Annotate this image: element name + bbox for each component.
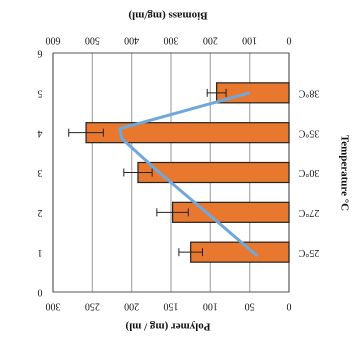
- biomass-tick-label: 500: [85, 35, 100, 46]
- polymer-tick-label: 50: [245, 301, 255, 312]
- bar-2: [171, 201, 290, 223]
- category-label: 27°C: [298, 207, 319, 218]
- polymer-axis-title: Polymer (mg / ml): [125, 320, 210, 332]
- position-tick-label: 2: [38, 207, 43, 218]
- polymer-tick-label: 250: [85, 301, 100, 312]
- biomass-tick-label: 600: [46, 35, 61, 46]
- category-label: 30°C: [298, 167, 319, 178]
- biomass-tick-label: 0: [287, 35, 292, 46]
- position-tick-label: 1: [38, 247, 43, 258]
- position-tick-label: 0: [38, 287, 43, 298]
- biomass-tick-label: 200: [203, 35, 218, 46]
- chart-labels: 0501001502002503000100200300400500600012…: [38, 9, 351, 332]
- temperature-axis-title: Temperature °C: [338, 135, 350, 211]
- polymer-tick-label: 0: [287, 301, 292, 312]
- biomass-line: [118, 91, 259, 258]
- position-tick-label: 6: [38, 48, 43, 59]
- bar-4: [85, 122, 290, 144]
- biomass-tick-label: 100: [242, 35, 257, 46]
- plot-area: [52, 52, 290, 293]
- biomass-tick-label: 300: [164, 35, 179, 46]
- polymer-tick-label: 200: [124, 301, 139, 312]
- biomass-axis-title: Biomass (mg/ml): [128, 9, 207, 21]
- category-label: 25°C: [298, 247, 319, 258]
- position-tick-label: 5: [38, 88, 43, 99]
- category-label: 35°C: [298, 127, 319, 138]
- position-tick-label: 3: [38, 167, 43, 178]
- polymer-tick-label: 150: [164, 301, 179, 312]
- biomass-tick-label: 400: [124, 35, 139, 46]
- polymer-tick-label: 300: [46, 301, 61, 312]
- bar-1: [190, 241, 290, 263]
- position-tick-label: 4: [38, 127, 43, 138]
- category-label: 38°C: [298, 88, 319, 99]
- polymer-tick-label: 100: [203, 301, 218, 312]
